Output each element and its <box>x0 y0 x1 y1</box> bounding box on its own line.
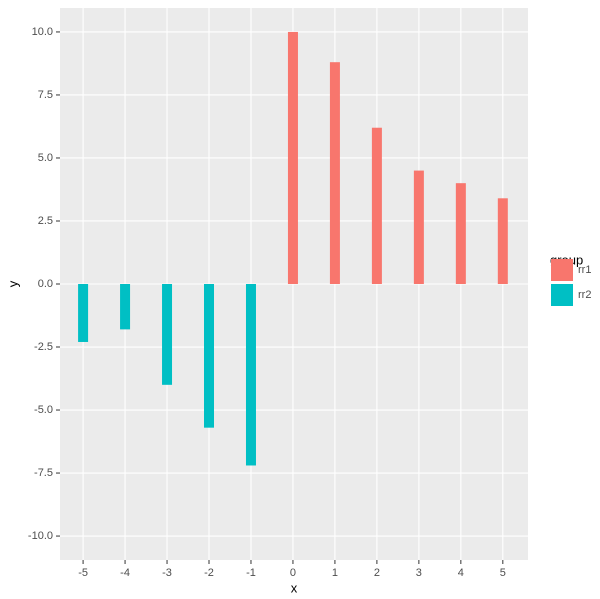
x-tick-label: 4 <box>458 567 464 579</box>
legend-label: rr1 <box>578 264 591 276</box>
legend-key <box>551 259 573 281</box>
x-tick-label: 1 <box>332 567 338 579</box>
y-tick-label: -2.5 <box>34 341 53 353</box>
bar <box>287 31 298 284</box>
x-tick-label: -3 <box>162 567 172 579</box>
x-tick-label: -4 <box>120 567 130 579</box>
bar <box>162 284 173 385</box>
y-tick-label: 2.5 <box>38 215 53 227</box>
x-axis-title: x <box>291 580 298 595</box>
bar <box>371 127 382 284</box>
y-axis-title: y <box>5 280 20 287</box>
x-tick-label: -2 <box>204 567 214 579</box>
bar <box>455 183 466 284</box>
x-tick-label: 5 <box>500 567 506 579</box>
y-tick-label: -5.0 <box>34 404 53 416</box>
x-tick-label: 3 <box>416 567 422 579</box>
y-tick-label: 5.0 <box>38 152 53 164</box>
y-tick-label: 10.0 <box>32 26 53 38</box>
x-tick-label: -1 <box>246 567 256 579</box>
y-tick-label: 7.5 <box>38 89 53 101</box>
y-tick-label: 0.0 <box>38 278 53 290</box>
y-tick-label: -7.5 <box>34 467 53 479</box>
bar <box>120 284 131 330</box>
bar <box>329 62 340 285</box>
x-tick-label: 2 <box>374 567 380 579</box>
x-tick-label: 0 <box>290 567 296 579</box>
legend-label: rr2 <box>578 289 591 301</box>
bar <box>245 284 256 466</box>
bar <box>497 198 508 284</box>
bar <box>204 284 215 428</box>
bar <box>413 170 424 284</box>
legend-key <box>551 284 573 306</box>
y-tick-label: -10.0 <box>28 530 53 542</box>
bar <box>78 284 89 342</box>
x-tick-label: -5 <box>78 567 88 579</box>
